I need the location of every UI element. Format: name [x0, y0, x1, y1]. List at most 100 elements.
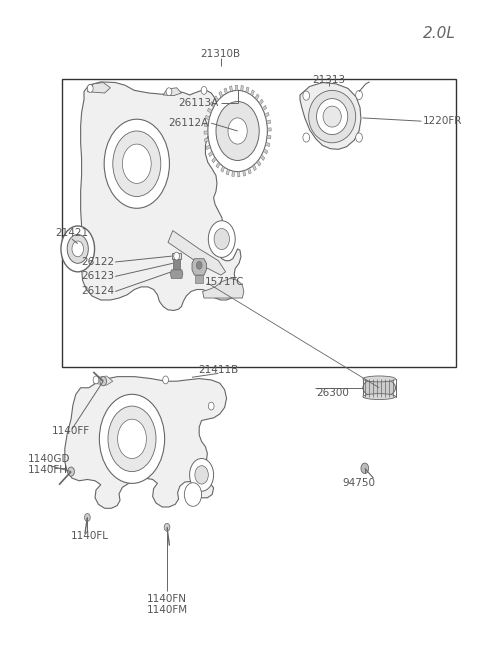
Text: 21411B: 21411B [198, 365, 239, 375]
Polygon shape [267, 135, 271, 139]
Text: 1220FR: 1220FR [422, 116, 462, 126]
Polygon shape [259, 99, 264, 105]
Polygon shape [265, 113, 269, 117]
Circle shape [118, 419, 146, 458]
Polygon shape [219, 91, 223, 98]
Circle shape [87, 84, 93, 92]
Polygon shape [232, 171, 235, 177]
Circle shape [166, 88, 172, 96]
Ellipse shape [323, 106, 341, 127]
Text: 26113A: 26113A [178, 98, 218, 108]
Ellipse shape [309, 90, 356, 143]
Text: 26123: 26123 [81, 271, 114, 282]
Circle shape [84, 514, 90, 521]
Circle shape [100, 377, 107, 386]
Polygon shape [163, 88, 181, 96]
Polygon shape [255, 94, 259, 100]
Text: 2.0L: 2.0L [423, 26, 456, 41]
Circle shape [93, 376, 99, 384]
Polygon shape [94, 376, 113, 385]
Circle shape [67, 234, 88, 263]
Text: 21313: 21313 [312, 75, 346, 85]
Polygon shape [205, 115, 210, 120]
Text: 26122: 26122 [81, 257, 114, 267]
Polygon shape [173, 259, 180, 270]
Polygon shape [216, 162, 220, 168]
Ellipse shape [363, 376, 396, 382]
Circle shape [104, 119, 169, 208]
Polygon shape [240, 85, 243, 91]
Polygon shape [243, 170, 246, 176]
Text: 1140GD: 1140GD [28, 453, 71, 464]
Circle shape [228, 118, 247, 144]
Polygon shape [264, 149, 268, 154]
Text: 21421: 21421 [55, 227, 88, 238]
Circle shape [208, 90, 267, 172]
Polygon shape [172, 253, 181, 259]
Circle shape [68, 467, 74, 476]
Polygon shape [195, 275, 203, 283]
Circle shape [184, 483, 202, 506]
Polygon shape [266, 120, 271, 124]
Circle shape [164, 523, 170, 531]
Circle shape [303, 133, 310, 142]
Text: 1140FM: 1140FM [146, 605, 188, 616]
Polygon shape [235, 85, 238, 90]
Circle shape [108, 406, 156, 472]
Polygon shape [212, 157, 216, 163]
Polygon shape [170, 270, 183, 278]
Circle shape [99, 394, 165, 483]
Bar [62, 79, 456, 367]
Polygon shape [65, 377, 227, 508]
Circle shape [163, 376, 168, 384]
Text: 94750: 94750 [343, 478, 375, 489]
Polygon shape [224, 88, 228, 94]
Polygon shape [262, 105, 267, 111]
Polygon shape [168, 231, 226, 275]
Text: 1140FN: 1140FN [147, 594, 187, 605]
Text: 1140FL: 1140FL [71, 531, 109, 541]
Circle shape [208, 402, 214, 410]
Polygon shape [204, 123, 208, 127]
Polygon shape [87, 83, 110, 93]
Ellipse shape [316, 98, 348, 135]
Polygon shape [265, 142, 270, 147]
Text: 1140FH: 1140FH [28, 464, 68, 475]
Circle shape [196, 261, 202, 269]
Polygon shape [238, 172, 240, 177]
Circle shape [214, 229, 229, 250]
Ellipse shape [363, 378, 396, 398]
Polygon shape [210, 102, 215, 107]
Circle shape [113, 131, 161, 196]
Text: 21310B: 21310B [201, 48, 241, 59]
Text: 26300: 26300 [316, 388, 348, 398]
Circle shape [216, 102, 259, 160]
Polygon shape [206, 145, 210, 149]
Circle shape [174, 252, 180, 260]
Circle shape [356, 133, 362, 142]
Polygon shape [251, 90, 254, 96]
Ellipse shape [363, 394, 396, 400]
Circle shape [190, 458, 214, 491]
Polygon shape [204, 131, 208, 134]
Circle shape [208, 221, 235, 257]
Polygon shape [248, 168, 251, 174]
Polygon shape [226, 169, 229, 175]
Circle shape [356, 90, 362, 100]
Text: 1571TC: 1571TC [204, 276, 244, 287]
Circle shape [122, 144, 151, 183]
Text: 1140FF: 1140FF [52, 426, 90, 436]
Polygon shape [267, 128, 271, 131]
Circle shape [361, 463, 369, 474]
Circle shape [72, 241, 84, 257]
Text: 26124: 26124 [81, 286, 114, 297]
Circle shape [201, 86, 207, 94]
Polygon shape [252, 164, 256, 171]
Text: 26112A: 26112A [168, 118, 209, 128]
Polygon shape [208, 151, 213, 157]
Polygon shape [229, 86, 232, 92]
Polygon shape [221, 166, 225, 172]
Polygon shape [203, 278, 244, 298]
Polygon shape [204, 138, 209, 142]
Polygon shape [260, 155, 265, 160]
